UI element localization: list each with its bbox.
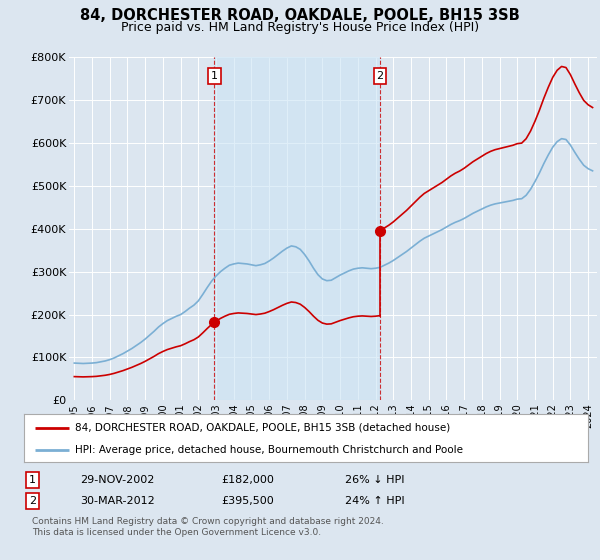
Text: 84, DORCHESTER ROAD, OAKDALE, POOLE, BH15 3SB: 84, DORCHESTER ROAD, OAKDALE, POOLE, BH1… [80,8,520,24]
Text: 2: 2 [29,496,36,506]
Text: £395,500: £395,500 [221,496,274,506]
Text: 1: 1 [211,71,218,81]
Text: 30-MAR-2012: 30-MAR-2012 [80,496,155,506]
Text: £182,000: £182,000 [221,475,274,485]
Text: 2: 2 [376,71,383,81]
Text: HPI: Average price, detached house, Bournemouth Christchurch and Poole: HPI: Average price, detached house, Bour… [75,445,463,455]
Text: 84, DORCHESTER ROAD, OAKDALE, POOLE, BH15 3SB (detached house): 84, DORCHESTER ROAD, OAKDALE, POOLE, BH1… [75,423,450,433]
Text: 1: 1 [29,475,36,485]
Text: Contains HM Land Registry data © Crown copyright and database right 2024.
This d: Contains HM Land Registry data © Crown c… [32,517,384,537]
Bar [214,57,380,400]
Text: 24% ↑ HPI: 24% ↑ HPI [346,496,405,506]
Text: 26% ↓ HPI: 26% ↓ HPI [346,475,405,485]
Text: 29-NOV-2002: 29-NOV-2002 [80,475,155,485]
Text: Price paid vs. HM Land Registry's House Price Index (HPI): Price paid vs. HM Land Registry's House … [121,21,479,34]
